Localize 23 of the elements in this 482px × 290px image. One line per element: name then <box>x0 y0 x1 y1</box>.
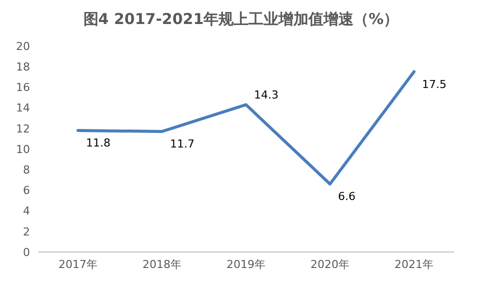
x-tick-label: 2020年 <box>310 258 350 271</box>
data-label: 11.8 <box>86 136 110 150</box>
chart-title: 图4 2017-2021年规上工业增加值增速（%） <box>82 9 400 30</box>
y-tick-label: 16 <box>16 81 30 94</box>
y-tick-label: 2 <box>23 225 30 238</box>
y-tick-label: 14 <box>16 102 30 115</box>
x-tick-label: 2019年 <box>226 258 266 271</box>
data-label: 14.3 <box>254 88 278 102</box>
y-tick-label: 0 <box>23 246 30 259</box>
data-label: 17.5 <box>422 78 446 91</box>
y-tick-label: 20 <box>16 40 30 53</box>
y-tick-label: 18 <box>16 60 30 74</box>
y-tick-label: 10 <box>16 142 30 156</box>
x-tick-label: 2017年 <box>58 258 98 271</box>
y-tick-label: 6 <box>23 184 30 198</box>
data-label: 11.7 <box>170 137 194 150</box>
x-tick-label: 2021年 <box>394 258 434 271</box>
line-series <box>76 70 416 186</box>
x-tick-label: 2018年 <box>142 258 182 271</box>
y-tick-label: 12 <box>16 122 30 136</box>
y-tick-label: 8 <box>23 164 30 177</box>
data-label: 6.6 <box>338 190 356 204</box>
y-tick-label: 4 <box>23 204 30 218</box>
